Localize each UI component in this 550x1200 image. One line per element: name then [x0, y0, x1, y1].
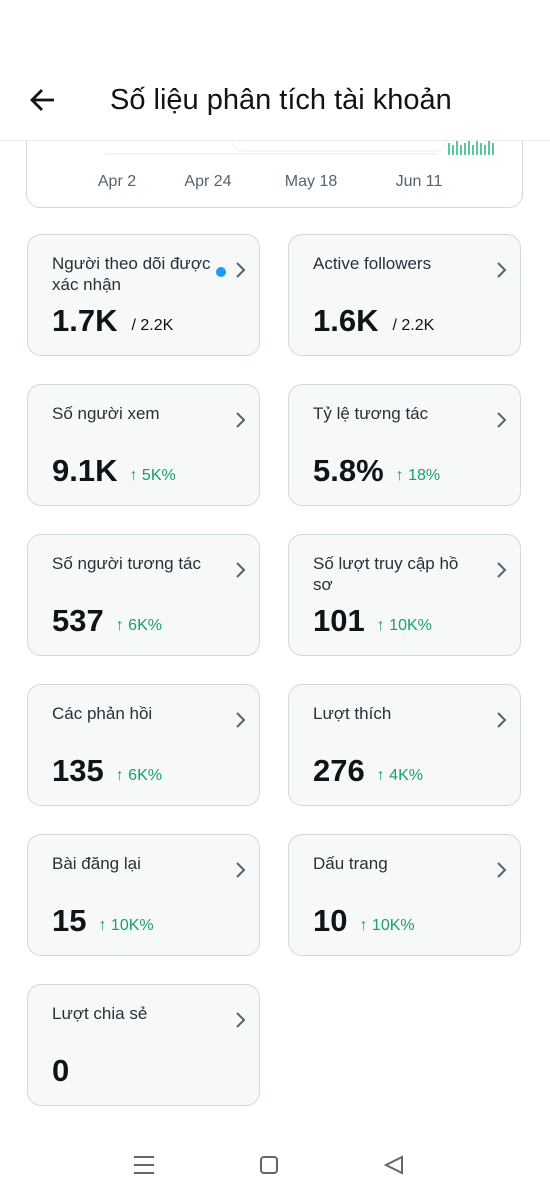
recents-button[interactable]	[134, 1156, 154, 1174]
chevron	[236, 862, 246, 878]
card-value: 135	[52, 753, 104, 788]
card-label: Lượt thích	[313, 704, 392, 723]
card-label: Tỷ lệ tương tác	[313, 404, 429, 423]
card-total: / 2.2K	[392, 317, 435, 334]
verified-badge	[216, 267, 226, 277]
home-button[interactable]	[260, 1156, 278, 1174]
metric-card[interactable]: Số người xem 9.1K ↑ 5K%	[27, 384, 260, 506]
chevron	[497, 712, 507, 728]
chevron	[236, 562, 246, 578]
card-change: ↑ 10K%	[359, 917, 415, 934]
chevron	[497, 562, 507, 578]
metric-card[interactable]: Lượt chia sẻ 0	[27, 984, 260, 1106]
back-button[interactable]	[28, 86, 58, 114]
x-label: Jun 11	[395, 173, 443, 190]
time: 17:34	[28, 20, 77, 41]
card-value: 537	[52, 603, 104, 638]
card-change: ↑ 5K%	[129, 467, 176, 484]
card-value: 15	[52, 903, 87, 938]
metric-card[interactable]: Active followers 1.6K / 2.2K	[288, 234, 521, 356]
metric-card[interactable]: Lượt thích 276 ↑ 4K%	[288, 684, 521, 806]
card-label: Số người xem	[52, 404, 160, 423]
card-label: Bài đăng lại	[52, 854, 141, 873]
card-label: Active followers	[313, 254, 432, 273]
chevron	[497, 862, 507, 878]
card-value: 9.1K	[52, 453, 118, 488]
card-value: 0	[52, 1053, 70, 1088]
card-label: Dấu trang	[313, 854, 388, 873]
card-value: 10	[313, 903, 348, 938]
card-value: 1.7K	[52, 303, 118, 338]
card-label: Người theo dõi được xác nhận	[52, 254, 211, 294]
card-label: Số người tương tác	[52, 554, 202, 573]
chevron	[236, 1012, 246, 1028]
x-label: Apr 2	[97, 173, 137, 190]
card-change: ↑ 6K%	[115, 617, 162, 634]
metric-card[interactable]: Số người tương tác 537 ↑ 6K%	[27, 534, 260, 656]
chevron	[236, 412, 246, 428]
card-change: ↑ 10K%	[376, 617, 432, 634]
metric-card[interactable]: Các phản hồi 135 ↑ 6K%	[27, 684, 260, 806]
metric-card[interactable]: Người theo dõi được xác nhận 1.7K / 2.2K	[27, 234, 260, 356]
metric-card[interactable]: Tỷ lệ tương tác 5.8% ↑ 18%	[288, 384, 521, 506]
metric-card[interactable]: Dấu trang 10 ↑ 10K%	[288, 834, 521, 956]
card-label: Lượt chia sẻ	[52, 1004, 148, 1023]
chevron	[497, 412, 507, 428]
card-change: ↑ 10K%	[98, 917, 154, 934]
metric-card[interactable]: Số lượt truy cập hồ sơ 101 ↑ 10K%	[288, 534, 521, 656]
card-change: ↑ 18%	[395, 467, 441, 484]
metric-card[interactable]: Bài đăng lại 15 ↑ 10K%	[27, 834, 260, 956]
card-label: Các phản hồi	[52, 704, 153, 723]
card-value: 5.8%	[313, 453, 384, 488]
card-change: ↑ 4K%	[376, 767, 423, 784]
network: Vo LTE	[418, 20, 435, 40]
chevron	[236, 712, 246, 728]
nav-bar	[134, 1155, 403, 1175]
card-value: 101	[313, 603, 365, 638]
card-label: Số lượt truy cập hồ sơ	[313, 554, 459, 594]
chevron	[497, 262, 507, 278]
battery: 69	[481, 23, 499, 40]
card-value: 1.6K	[313, 303, 379, 338]
chevron	[236, 262, 246, 278]
x-label: Apr 24	[184, 173, 232, 190]
card-total: / 2.2K	[131, 317, 174, 334]
card-change: ↑ 6K%	[115, 767, 162, 784]
page-title: Số liệu phân tích tài khoản	[110, 84, 452, 116]
x-label: May 18	[284, 173, 338, 190]
nav-back-button[interactable]	[383, 1155, 403, 1175]
card-value: 276	[313, 753, 365, 788]
